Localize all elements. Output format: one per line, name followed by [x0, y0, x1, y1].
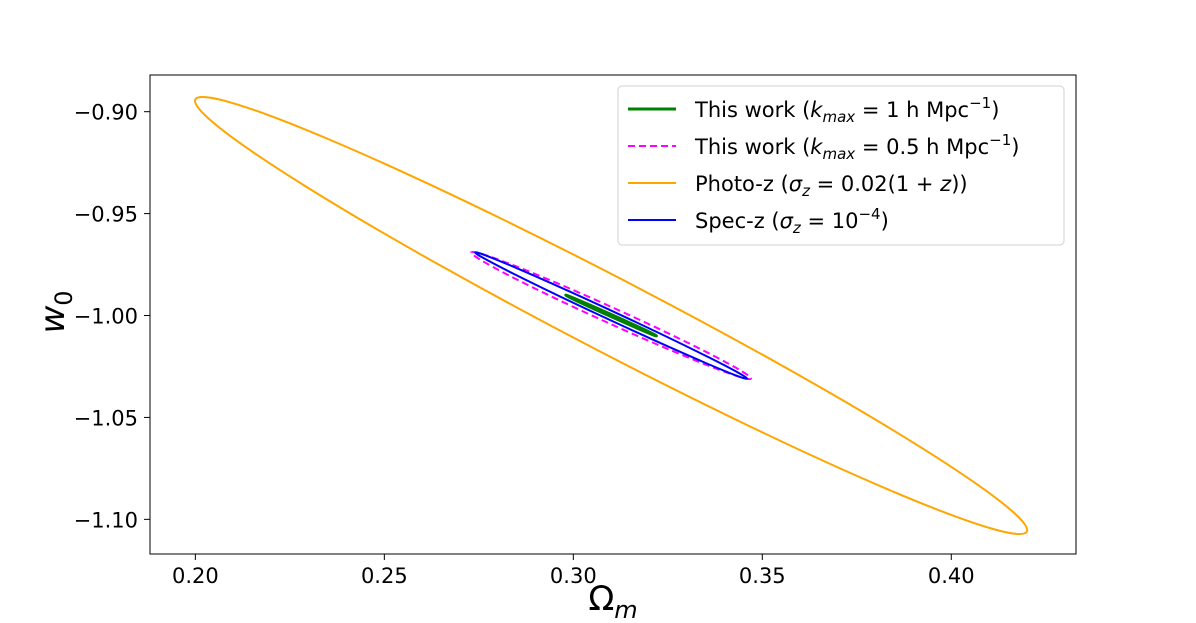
- legend-label: This work (kmax = 0.5 h Mpc−1): [694, 131, 1019, 163]
- legend-label-part: = 0.5 h Mpc: [855, 135, 989, 159]
- legend-label-part: max: [822, 145, 855, 163]
- legend-label-part: ): [1011, 135, 1019, 159]
- legend-label-part: This work (: [694, 135, 810, 159]
- legend-box: [617, 85, 1065, 246]
- legend-label-part: )): [951, 172, 967, 196]
- x-axis-label-main: Ω: [588, 579, 614, 619]
- legend-label: This work (kmax = 1 h Mpc−1): [694, 94, 999, 126]
- legend-label-part: σ: [780, 209, 794, 233]
- legend-label-part: = 0.02(1 +: [810, 172, 940, 196]
- x-axis-label-sub: m: [614, 596, 637, 623]
- x-tick-label: 0.40: [928, 564, 975, 588]
- legend-label-part: max: [822, 108, 855, 126]
- series-ellipse: [470, 250, 752, 381]
- x-axis-label: Ωm: [588, 579, 637, 623]
- legend-label-part: k: [810, 135, 823, 159]
- legend-label: Spec-z (σz = 10−4): [695, 205, 889, 237]
- plot-frame: [149, 74, 1077, 555]
- legend-label-part: Photo-z (: [695, 172, 789, 196]
- x-tick-label: 0.30: [550, 564, 597, 588]
- legend-label-part: −1: [989, 131, 1011, 149]
- series-ellipse: [194, 95, 1029, 536]
- x-tick-label: 0.25: [361, 564, 408, 588]
- y-axis-label-main: w: [33, 306, 73, 334]
- x-axis-ticks: 0.20 0.25 0.30 0.35 0.40: [172, 554, 975, 588]
- y-tick-label: −0.95: [74, 203, 138, 227]
- legend-label: Photo-z (σz = 0.02(1 + z)): [695, 172, 968, 200]
- legend-label-part: σ: [789, 172, 803, 196]
- legend-label-part: = 1 h Mpc: [855, 98, 969, 122]
- y-tick-label: −1.10: [74, 508, 138, 532]
- legend-label-part: z: [792, 219, 802, 237]
- legend-label-part: −4: [858, 205, 880, 223]
- series-layer: [194, 95, 1029, 536]
- y-axis-label: w0: [33, 290, 78, 333]
- series-ellipse: [474, 251, 749, 380]
- legend-label-part: = 10: [801, 209, 859, 233]
- legend: This work (kmax = 1 h Mpc−1)This work (k…: [617, 85, 1065, 246]
- series-ellipse: [564, 293, 658, 338]
- legend-label-part: ): [881, 209, 889, 233]
- legend-label-part: z: [939, 172, 952, 196]
- y-tick-label: −1.00: [74, 305, 138, 329]
- legend-label-part: This work (: [694, 98, 810, 122]
- legend-label-part: k: [810, 98, 823, 122]
- legend-label-part: Spec-z (: [695, 209, 780, 233]
- y-axis-ticks: −0.90 −0.95 −1.00 −1.05 −1.10: [74, 101, 150, 532]
- x-tick-label: 0.20: [172, 564, 219, 588]
- y-axis-label-sub: 0: [50, 290, 78, 305]
- y-tick-label: −0.90: [74, 101, 138, 125]
- legend-label-part: ): [991, 98, 999, 122]
- x-tick-label: 0.35: [739, 564, 786, 588]
- legend-label-part: −1: [969, 94, 991, 112]
- y-tick-label: −1.05: [74, 406, 138, 430]
- legend-label-part: z: [801, 182, 811, 200]
